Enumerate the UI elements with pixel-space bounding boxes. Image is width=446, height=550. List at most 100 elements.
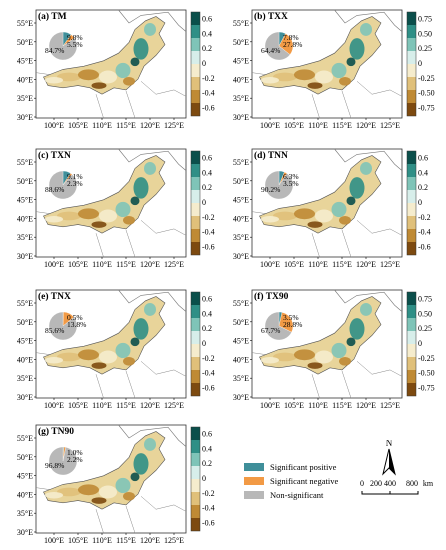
region-patch [339,215,351,225]
colorbar-segment [191,103,200,116]
lon-tick-label: 100°E [44,536,64,545]
lat-tick-label: 55°E [233,19,249,28]
colorbar-segment [407,90,416,103]
lat-tick-label: 30°E [233,393,249,402]
colorbar-tick-label: 0.25 [418,324,432,333]
colorbar-segment [407,216,416,229]
region-patch [78,349,99,361]
lon-tick-label: 120°E [140,121,160,130]
region-patch [133,177,149,199]
lon-tick-label: 110°E [92,536,112,545]
pie-label-nonsig: 96.8% [45,461,64,470]
panel-label: (b) TXX [254,11,288,22]
map-panel-7: (g) TN90 55°E 50°E 45°E 40°E 35°E 30°E 100°E 105… [17,424,215,545]
colorbar-tick-label: 0.2 [202,324,212,333]
region-patch [294,208,315,220]
scale-label-0: 0 [360,479,364,488]
colorbar-segment [407,177,416,190]
lon-tick-label: 120°E [140,401,160,410]
colorbar-tick-label: 0.75 [418,294,432,303]
colorbar-tick-label: -0.4 [202,228,215,237]
region-patch [123,356,135,366]
region-patch [91,82,107,89]
lon-tick-label: 100°E [44,121,64,130]
pie-label-nonsig: 85.6% [45,326,64,335]
legend-swatch-nonsig [244,491,264,499]
region-patch [360,22,372,36]
region-patch [91,221,107,228]
colorbar-segment [191,479,200,492]
region-patch [78,208,99,220]
scale-label-200: 200 [370,479,382,488]
colorbar-frame [190,291,201,397]
colorbar-segment [191,177,200,190]
lat-tick-label: 40°E [17,490,33,499]
map-panel-2: (b) TXX 55°E 50°E 45°E 40°E 35°E 30°E 100°E 105°… [233,9,435,130]
border-line [118,289,187,312]
colorbar-tick-label: 0 [418,339,422,348]
colorbar-segment [407,38,416,51]
colorbar-segment [407,77,416,90]
region-patch [130,472,140,482]
region-patch [78,69,99,81]
colorbar-tick-label: 0.75 [418,14,432,23]
lat-tick-label: 35°E [233,233,249,242]
north-label: N [386,440,393,448]
colorbar-segment [407,370,416,383]
colorbar-segment [407,383,416,396]
border-line [334,9,403,32]
colorbar-segment [191,77,200,90]
lat-tick-label: 45°E [17,196,33,205]
colorbar-tick-label: -0.4 [418,228,431,237]
colorbar-segment [407,25,416,38]
region-patch [144,161,156,175]
region-patch [346,196,356,206]
region-patch [57,352,81,362]
province-lines [251,72,403,119]
colorbar-tick-label: 0.25 [418,44,432,53]
pie-label-positive: 3.5% [283,313,299,322]
region-patch [144,437,156,451]
pie-label-negative: 3.5% [283,179,299,188]
region-patch [130,337,140,347]
lon-tick-label: 100°E [260,121,280,130]
pie-label-positive: 0.5% [67,313,83,322]
legend-row-nonsig: Non-significant [244,488,364,502]
colorbar-segment [191,190,200,203]
lon-tick-label: 120°E [356,121,376,130]
region-patch [115,62,131,79]
lat-tick-label: 50°E [17,453,33,462]
lat-tick-label: 55°E [233,299,249,308]
lat-tick-label: 40°E [233,214,249,223]
map-panel-3: (c) TXN 55°E 50°E 45°E 40°E 35°E 30°E 100°E 105°… [17,148,215,269]
region-patch [315,209,333,223]
lat-tick-label: 55°E [17,158,33,167]
map-panel-6: (f) TX90 55°E 50°E 45°E 40°E 35°E 30°E 100°E 105… [233,289,435,410]
colorbar-segment [191,216,200,229]
colorbar-segment [191,203,200,216]
region-patch [349,38,365,60]
region-patch [273,352,297,362]
lon-tick-label: 105°E [284,260,304,269]
colorbar-tick-label: -0.75 [418,384,435,393]
colorbar-segment [191,331,200,344]
region-patch [331,62,347,79]
lon-tick-label: 125°E [164,401,184,410]
border-line [118,9,187,32]
lat-tick-label: 35°E [233,94,249,103]
lat-tick-label: 50°E [233,38,249,47]
colorbar-segment [407,203,416,216]
province-lines [251,352,403,399]
colorbar-segment [407,190,416,203]
pie-slice-nonsig [264,170,294,200]
colorbar-segment [407,242,416,255]
pie-label-positive: 9.1% [67,172,83,181]
lon-tick-label: 115°E [116,401,136,410]
province-lines [35,72,187,119]
colorbar-segment [191,242,200,255]
lat-tick-label: 55°E [17,434,33,443]
lon-tick-label: 100°E [44,401,64,410]
colorbar-segment [407,12,416,25]
colorbar-tick-label: 0 [202,474,206,483]
lat-tick-label: 35°E [17,94,33,103]
